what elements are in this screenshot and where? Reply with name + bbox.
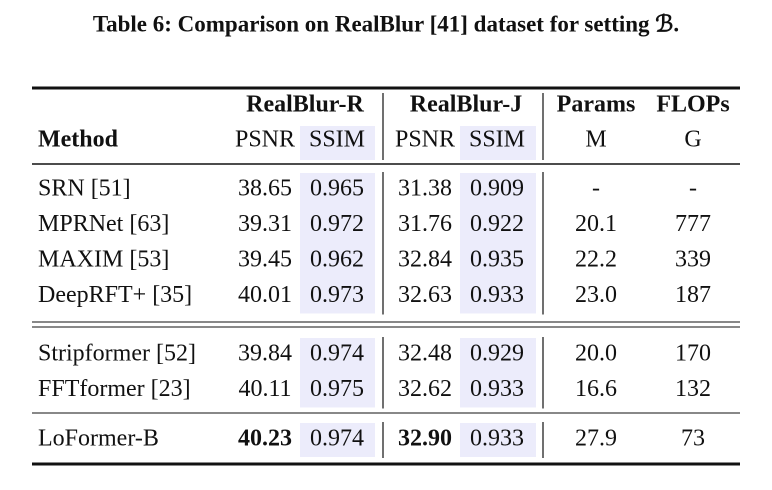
cell: 0.962 (310, 247, 364, 273)
cell: 132 (675, 376, 711, 402)
method-name: Stripformer (38, 341, 150, 367)
group-header: Params (557, 92, 636, 118)
cell: 0.922 (470, 211, 524, 237)
caption: Table 6: Comparison on RealBlur [41] dat… (93, 11, 679, 36)
cell: - (689, 176, 697, 202)
cell: 0.965 (310, 176, 364, 202)
cell: 32.62 (398, 376, 452, 402)
ssim-shade (460, 126, 536, 160)
sub-header: SSIM (469, 127, 525, 153)
cell: 39.31 (238, 211, 292, 237)
cell: 38.65 (238, 176, 292, 202)
method-name: DeepRFT+ (38, 282, 146, 308)
group-header: FLOPs (656, 92, 729, 118)
ssim-shade (460, 173, 536, 314)
cell: 170 (675, 341, 711, 367)
cell: 23.0 (575, 282, 617, 308)
cell: 32.84 (398, 247, 452, 273)
cell: 339 (675, 247, 711, 273)
cell: 73 (681, 426, 705, 452)
method-name: MAXIM (38, 247, 123, 273)
method-ref: [52] (156, 341, 196, 367)
cell: 40.01 (238, 282, 292, 308)
method-header: Method (38, 127, 119, 153)
cell: 32.90 (398, 426, 452, 452)
cell: 0.975 (310, 376, 364, 402)
cell: 22.2 (575, 247, 617, 273)
ssim-shade (460, 423, 536, 457)
ssim-shade (460, 338, 536, 408)
ssim-shade (300, 338, 375, 408)
cell: 0.972 (310, 211, 364, 237)
method-ref: [51] (91, 176, 131, 202)
cell: 27.9 (575, 426, 617, 452)
sub-header: PSNR (395, 127, 455, 153)
cell: 0.974 (310, 341, 364, 367)
sub-header: SSIM (309, 127, 365, 153)
cell: 20.0 (575, 341, 617, 367)
cell: 0.909 (470, 176, 524, 202)
cell: 0.933 (470, 426, 524, 452)
cell: 0.973 (310, 282, 364, 308)
method-ref: [53] (129, 247, 169, 273)
sub-header: G (684, 127, 701, 153)
group-header: RealBlur-J (410, 92, 522, 118)
sub-header: PSNR (235, 127, 295, 153)
cell: 0.933 (470, 376, 524, 402)
cell: 40.23 (238, 426, 292, 452)
cell: 0.974 (310, 426, 364, 452)
ssim-shade (300, 126, 375, 160)
cell: 31.76 (398, 211, 452, 237)
method-name: FFTformer (38, 376, 145, 402)
method-name: MPRNet (38, 211, 124, 237)
cell: - (592, 176, 600, 202)
cell: 39.84 (238, 341, 292, 367)
cell: 31.38 (398, 176, 452, 202)
method-ref: [23] (151, 376, 191, 402)
sub-header: M (585, 127, 606, 153)
method-ref: [35] (152, 282, 192, 308)
cell: 777 (675, 211, 711, 237)
cell: 0.933 (470, 282, 524, 308)
method-name: LoFormer-B (38, 426, 159, 452)
cell: 187 (675, 282, 711, 308)
cell: 39.45 (238, 247, 292, 273)
cell: 32.63 (398, 282, 452, 308)
cell: 0.929 (470, 341, 524, 367)
ssim-shade (300, 173, 375, 314)
method-ref: [63] (129, 211, 169, 237)
cell: 40.11 (238, 376, 291, 402)
cell: 16.6 (575, 376, 617, 402)
method-name: SRN (38, 176, 85, 202)
cell: 20.1 (575, 211, 617, 237)
cell: 0.935 (470, 247, 524, 273)
cell: 32.48 (398, 341, 452, 367)
ssim-shade (300, 423, 375, 457)
group-header: RealBlur-R (246, 92, 364, 118)
